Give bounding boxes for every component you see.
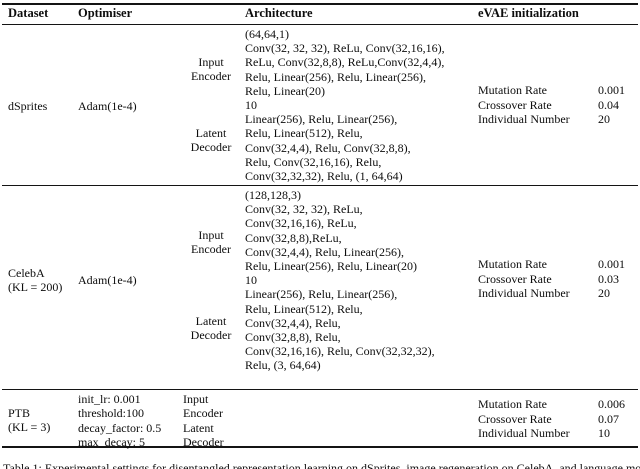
architecture-line: Relu, Linear(256), Relu, Linear(256), xyxy=(245,69,426,84)
evae-entry: Crossover Rate 0.03 xyxy=(478,272,638,287)
architecture-line: Conv(32,4,4), Relu, Linear(256), xyxy=(245,244,404,259)
architecture-line: Relu, Linear(512), Relu, xyxy=(245,126,363,141)
optimiser-line: init_lr: 0.001 xyxy=(78,392,141,406)
optimiser-cell: Adam(1e-4) xyxy=(78,273,137,287)
dataset-line: (KL = 200) xyxy=(8,280,63,295)
dataset-cell: PTB (KL = 3) xyxy=(8,406,50,435)
column-header-optimiser: Optimiser xyxy=(78,6,133,20)
column-header-dataset: Dataset xyxy=(8,6,49,20)
evae-label: Mutation Rate xyxy=(478,257,547,271)
dataset-line: PTB xyxy=(8,406,31,420)
evae-label: Crossover Rate xyxy=(478,97,552,112)
architecture-line: Conv(32,16,16), ReLu, xyxy=(245,216,357,231)
architecture-line: ReLu, Conv(32,8,8), ReLu,Conv(32,4,4), xyxy=(245,55,445,70)
evae-cell: Mutation Rate 0.001 Crossover Rate 0.04 … xyxy=(478,83,638,127)
evae-label: Mutation Rate xyxy=(478,397,547,411)
architecture-line: (64,64,1) xyxy=(245,27,289,41)
row-divider-2 xyxy=(2,389,638,390)
evae-entry: Individual Number 20 xyxy=(478,112,638,127)
position-line: Input xyxy=(198,55,224,69)
position-line: Encoder xyxy=(191,242,231,257)
position-line: Decoder xyxy=(183,435,224,450)
optimiser-line: threshold:100 xyxy=(78,406,144,421)
position-line: Encoder xyxy=(191,69,231,84)
architecture-line: Relu, Linear(512), Relu, xyxy=(245,301,363,316)
evae-label: Individual Number xyxy=(478,426,570,441)
dataset-cell: CelebA (KL = 200) xyxy=(8,266,62,295)
encoder-position-label: Input Encoder xyxy=(180,55,242,83)
architecture-line: Relu, Linear(20) xyxy=(245,83,325,98)
row-divider-1 xyxy=(2,185,638,186)
evae-entry: Mutation Rate 0.006 xyxy=(478,397,638,412)
architecture-line: Relu, (3, 64,64) xyxy=(245,358,321,373)
table-bottom-rule xyxy=(2,446,638,448)
evae-label: Mutation Rate xyxy=(478,83,547,97)
column-header-architecture: Architecture xyxy=(245,6,313,20)
evae-value: 0.006 xyxy=(598,397,625,411)
evae-value: 20 xyxy=(598,112,610,127)
table-header-rule xyxy=(2,24,638,25)
architecture-line: Conv(32, 32, 32), ReLu, Conv(32,16,16), xyxy=(245,41,445,56)
optimiser-cell: Adam(1e-4) xyxy=(78,99,137,113)
architecture-line: Conv(32, 32, 32), ReLu, xyxy=(245,202,363,217)
evae-value: 10 xyxy=(598,426,610,441)
evae-entry: Individual Number 20 xyxy=(478,286,638,301)
evae-cell: Mutation Rate 0.006 Crossover Rate 0.07 … xyxy=(478,397,638,441)
evae-value: 0.001 xyxy=(598,257,625,271)
architecture-line: Conv(32,4,4), Relu, xyxy=(245,315,341,330)
position-line: Decoder xyxy=(190,140,232,155)
column-header-evae: eVAE initialization xyxy=(478,6,579,20)
position-line: Latent xyxy=(183,420,214,435)
architecture-cell: (64,64,1) Conv(32, 32, 32), ReLu, Conv(3… xyxy=(245,27,445,183)
evae-entry: Mutation Rate 0.001 xyxy=(478,83,638,98)
architecture-line: Conv(32,32,32), Relu, (1, 64,64) xyxy=(245,169,403,184)
architecture-line: (128,128,3) xyxy=(245,188,301,202)
architecture-cell: (128,128,3) Conv(32, 32, 32), ReLu, Conv… xyxy=(245,188,435,373)
architecture-line: Relu, Conv(32,16,16), Relu, xyxy=(245,154,382,169)
position-line: Decoder xyxy=(190,328,232,343)
position-line: Latent xyxy=(195,314,227,328)
evae-value: 0.04 xyxy=(598,97,619,112)
evae-value: 20 xyxy=(598,286,610,301)
evae-label: Individual Number xyxy=(478,112,570,127)
optimiser-cell: init_lr: 0.001 threshold:100 decay_facto… xyxy=(78,392,161,450)
table-top-rule xyxy=(2,3,638,5)
evae-entry: Individual Number 10 xyxy=(478,426,638,441)
position-line: Latent xyxy=(195,126,227,140)
position-labels: Input Encoder Latent Decoder xyxy=(183,392,224,450)
evae-label: Crossover Rate xyxy=(478,271,552,286)
evae-entry: Crossover Rate 0.04 xyxy=(478,98,638,113)
architecture-line: 10 xyxy=(245,273,257,288)
evae-label: Individual Number xyxy=(478,286,570,301)
evae-value: 0.03 xyxy=(598,271,619,286)
architecture-line: Relu, Linear(256), Relu, Linear(20) xyxy=(245,259,417,274)
evae-entry: Mutation Rate 0.001 xyxy=(478,257,638,272)
encoder-position-label: Input Encoder xyxy=(180,228,242,256)
dataset-line: CelebA xyxy=(8,266,45,280)
table-caption: Table 1: Experimental settings for disen… xyxy=(3,461,640,469)
architecture-line: Linear(256), Relu, Linear(256), xyxy=(245,287,398,302)
architecture-line: 10 xyxy=(245,98,257,113)
architecture-line: Conv(32,8,8),ReLu, xyxy=(245,230,342,245)
evae-label: Crossover Rate xyxy=(478,411,552,426)
evae-value: 0.001 xyxy=(598,83,625,97)
evae-cell: Mutation Rate 0.001 Crossover Rate 0.03 … xyxy=(478,257,638,301)
architecture-line: Linear(256), Relu, Linear(256), xyxy=(245,112,398,127)
optimiser-line: max_decay: 5 xyxy=(78,435,145,450)
position-line: Input xyxy=(183,392,209,406)
architecture-line: Conv(32,8,8), Relu, xyxy=(245,330,341,345)
evae-entry: Crossover Rate 0.07 xyxy=(478,412,638,427)
optimiser-line: decay_factor: 0.5 xyxy=(78,420,162,435)
decoder-position-label: Latent Decoder xyxy=(180,314,242,342)
evae-value: 0.07 xyxy=(598,411,619,426)
position-line: Input xyxy=(198,228,224,242)
dataset-line: (KL = 3) xyxy=(8,420,51,435)
architecture-line: Conv(32,16,16), Relu, Conv(32,32,32), xyxy=(245,344,435,359)
architecture-line: Conv(32,4,4), Relu, Conv(32,8,8), xyxy=(245,140,411,155)
dataset-cell: dSprites xyxy=(8,99,48,113)
decoder-position-label: Latent Decoder xyxy=(180,126,242,154)
position-line: Encoder xyxy=(183,406,223,421)
